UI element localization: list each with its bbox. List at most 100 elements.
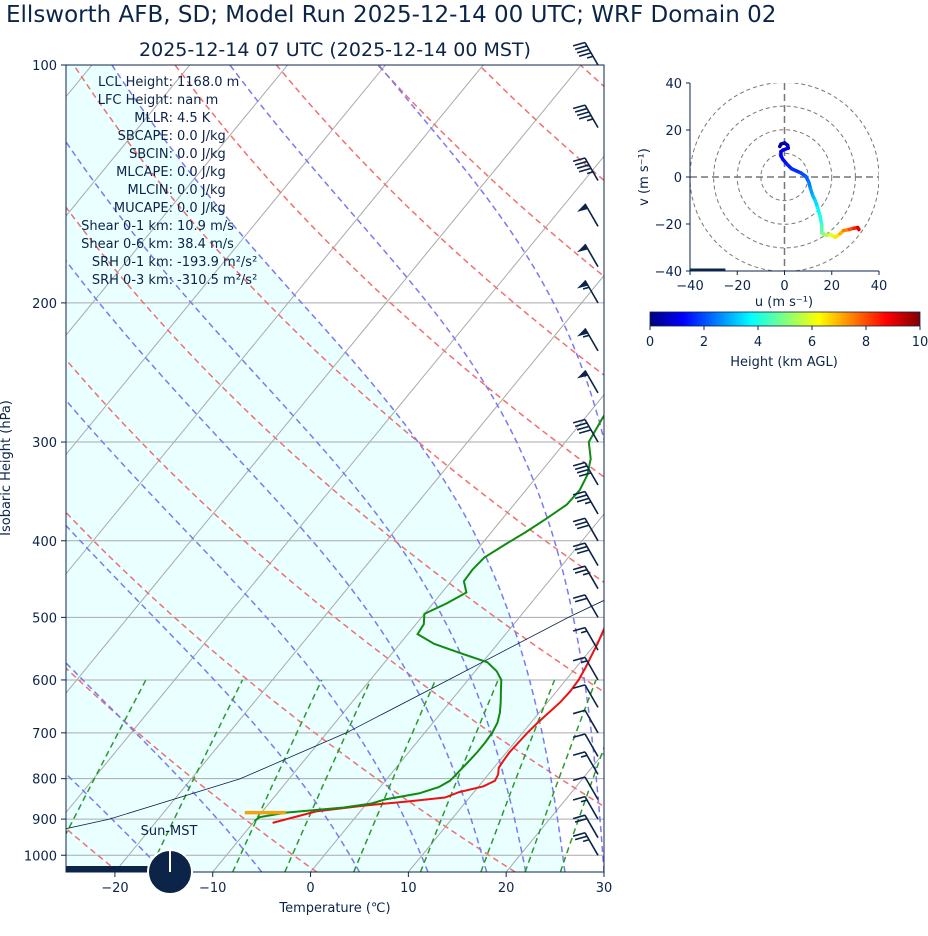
hodograph-y-tick-label: 40 (665, 77, 682, 92)
skew-t-plot-area (66, 65, 928, 872)
dry-adiabat-line (174, 65, 604, 478)
sun-label: Sun-MST (141, 824, 198, 839)
wind-barb (576, 279, 599, 304)
stat-value: 0.0 J/kg (177, 129, 226, 144)
dry-adiabat-line (66, 667, 318, 872)
isotherm-line (66, 65, 288, 336)
sounding-stats: LCL Height: 1168.0 m LFC Height: nan m MLLR:… (81, 75, 257, 288)
y-axis-label: Isobaric Height (hPa) (0, 400, 14, 536)
x-tick-label: −20 (101, 881, 128, 896)
y-tick-label: 400 (32, 535, 57, 550)
wind-barb (572, 751, 599, 775)
moist-adiabat-line (66, 140, 527, 872)
wind-barb (576, 243, 599, 268)
isotherm-line (603, 871, 604, 872)
colorbar-tick-label: 2 (700, 335, 708, 350)
mixing-ratio-line (480, 679, 556, 872)
wind-barb (572, 418, 599, 443)
hodograph-y-tick-label: 0 (674, 171, 682, 186)
plot-frame (65, 64, 605, 873)
stat-value: 0.0 J/kg (177, 165, 226, 180)
wind-barb (572, 157, 599, 181)
wind-barb (572, 542, 599, 566)
wind-barb (572, 565, 599, 590)
wind-barb (572, 626, 599, 651)
cape-shading (66, 65, 565, 872)
wind-barb (572, 461, 599, 486)
stat-label: SBCAPE: (118, 129, 173, 144)
colorbar-tick-label: 6 (808, 335, 816, 350)
wind-barb (572, 795, 599, 820)
mixing-ratio-line (232, 679, 323, 872)
stat-label: MUCAPE: (114, 201, 173, 216)
y-tick-label: 200 (32, 297, 57, 312)
wind-barb (572, 490, 599, 515)
stat-label: SRH 0-1 km: (92, 255, 173, 270)
wind-barb (572, 776, 599, 800)
colorbar-gradient (649, 311, 921, 327)
skew-t-axes: 100 200 300 400 500 600 700 800 900 1000 −20 −10 0 10… (24, 59, 612, 896)
mixing-ratio-line (419, 679, 499, 872)
chart-title: Ellsworth AFB, SD; Model Run 2025-12-14 … (6, 2, 776, 28)
y-tick-label: 900 (32, 813, 57, 828)
moist-adiabat-line (66, 259, 488, 872)
y-tick-label: 1000 (24, 849, 57, 864)
stat-value: -193.9 m²/s² (177, 255, 257, 270)
moist-adiabat-line (111, 65, 566, 872)
wind-barb (572, 656, 599, 681)
sun-indicator: Sun-MST (66, 824, 198, 895)
wind-barb (572, 594, 599, 618)
x-tick-label: 0 (306, 881, 314, 896)
stat-label: MLLR: (134, 111, 173, 126)
dry-adiabat-line (66, 206, 604, 693)
x-tick-label: 20 (498, 881, 515, 896)
moist-adiabat-line (378, 65, 604, 443)
isotherm-line (407, 632, 604, 872)
wind-barb (576, 369, 599, 394)
wind-barb (572, 517, 599, 542)
mixing-ratio-line (66, 679, 147, 836)
stat-label: MLCIN: (128, 183, 173, 198)
mixing-ratio-line (353, 679, 437, 872)
isotherm-line (66, 65, 191, 217)
stat-label: MLCAPE: (116, 165, 173, 180)
hodograph-segment (855, 225, 861, 232)
wind-barb (572, 104, 599, 128)
x-tick-label: 30 (596, 881, 613, 896)
dewpoint-line (253, 414, 604, 822)
y-tick-label: 500 (32, 611, 57, 626)
x-axis-label: Temperature (℃) (278, 901, 390, 916)
isotherm-line (702, 65, 928, 872)
stat-label: LCL Height: (98, 75, 173, 90)
wind-barb (572, 814, 599, 839)
colorbar-tick-label: 10 (912, 335, 928, 350)
stat-value: 10.9 m/s (177, 219, 234, 234)
night-bar (66, 866, 170, 872)
wind-barb (572, 733, 599, 757)
dry-adiabat-line (73, 65, 604, 584)
x-tick-label: −10 (199, 881, 226, 896)
y-tick-label: 700 (32, 727, 57, 742)
wind-barb (572, 684, 599, 708)
wind-barb (572, 832, 599, 856)
isotherm-line (114, 274, 604, 872)
colorbar-tick-label: 0 (646, 335, 654, 350)
height-colorbar: 0 2 4 6 8 10 Height (km AGL) (646, 311, 928, 370)
isotherm-line (212, 394, 604, 872)
hodograph-y-tick-label: 20 (665, 124, 682, 139)
stat-value: 0.0 J/kg (177, 201, 226, 216)
stat-value: 0.0 J/kg (177, 147, 226, 162)
isotherm-line (800, 65, 928, 872)
stat-value: 0.0 J/kg (177, 183, 226, 198)
isotherm-line (505, 751, 604, 872)
hodograph-x-tick-label: 20 (823, 279, 840, 294)
stat-label: Shear 0-1 km: (81, 219, 173, 234)
colorbar-label: Height (km AGL) (730, 355, 838, 370)
hodograph-x-tick-label: −40 (676, 279, 703, 294)
isotherm-line (66, 65, 484, 575)
mixing-ratio-line (148, 679, 244, 872)
parcel-line (66, 599, 604, 830)
y-tick-label: 800 (32, 773, 57, 788)
hodograph-x-tick-label: −20 (724, 279, 751, 294)
